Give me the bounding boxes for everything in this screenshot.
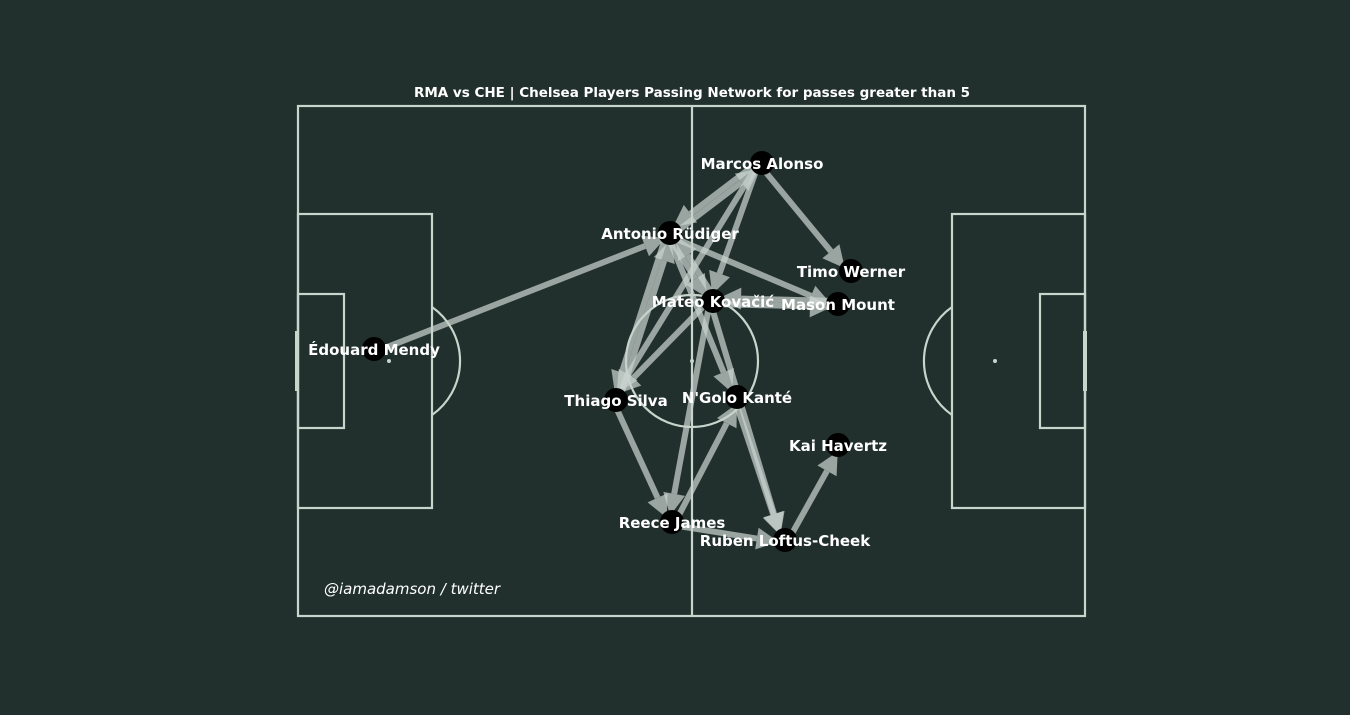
pass-arrow-alonso-to-werner <box>757 162 845 269</box>
player-label-rudiger: Antonio Rüdiger <box>601 225 739 243</box>
pass-arrow-james-to-kante <box>671 403 737 525</box>
player-node-havertz <box>826 433 850 457</box>
player-node-loftus <box>773 528 797 552</box>
player-label-werner: Timo Werner <box>797 263 906 281</box>
pass-arrow-mount-to-kovacic <box>719 287 839 310</box>
left-goal <box>295 331 299 391</box>
pass-arrow-head <box>822 244 845 269</box>
player-node-rudiger <box>658 221 682 245</box>
pass-arrow-shaft <box>664 233 727 374</box>
player-label-mendy: Édouard Mendy <box>308 340 440 359</box>
pass-arrow-head <box>672 204 698 227</box>
player-node-james <box>660 510 684 534</box>
pass-arrow-shaft <box>757 162 834 254</box>
player-node-mount <box>826 292 850 316</box>
right-penalty-arc <box>922 306 953 416</box>
player-label-alonso: Marcos Alonso <box>701 155 824 173</box>
player-node-silva <box>604 388 628 412</box>
pass-arrow-shaft <box>712 301 811 310</box>
pass-arrow-silva-to-james <box>610 399 668 518</box>
pass-arrow-shaft <box>671 299 714 495</box>
pass-arrow-alonso-to-kovacic <box>709 160 762 295</box>
pass-arrow-james-to-loftus <box>671 521 779 550</box>
pass-arrow-head <box>719 287 742 310</box>
player-node-kante <box>725 385 749 409</box>
pass-arrow-shaft <box>688 158 762 217</box>
pass-arrow-loftus-to-havertz <box>785 451 838 543</box>
pass-arrow-kovacic-to-silva <box>618 296 713 394</box>
pass-arrow-shaft <box>716 160 762 275</box>
pass-arrow-shaft <box>631 296 713 381</box>
right-six-yard-box <box>1038 292 1087 430</box>
player-node-kovacic <box>701 289 725 313</box>
player-label-kovacic: Mateo Kovačić <box>652 293 775 311</box>
player-labels: Édouard Mendy Antonio Rüdiger Marcos Alons… <box>308 155 906 550</box>
player-node-werner <box>839 259 863 283</box>
pass-arrow-mendy-to-rudiger <box>374 235 666 355</box>
pass-arrow-shaft <box>670 179 744 238</box>
pass-arrow-head <box>762 510 784 536</box>
pass-arrow-alonso-to-rudiger <box>672 158 762 227</box>
pass-arrow-head <box>663 491 685 516</box>
pass-arrow-shaft <box>610 399 661 500</box>
center-spot <box>690 359 694 363</box>
pass-arrow-head <box>755 527 779 550</box>
pass-arrow-kante-to-loftus <box>731 397 784 536</box>
player-nodes <box>362 151 863 552</box>
pass-arrows <box>374 158 845 550</box>
right-penalty-box <box>950 212 1087 510</box>
pass-arrow-shaft <box>731 397 777 516</box>
pass-arrow-head <box>618 370 642 394</box>
pass-arrow-head <box>713 368 734 393</box>
pass-arrow-head <box>709 269 730 295</box>
player-label-silva: Thiago Silva <box>564 392 667 410</box>
pitch <box>295 104 1087 618</box>
pass-arrow-head <box>647 493 668 518</box>
credit-text: @iamadamson / twitter <box>324 580 501 598</box>
right-goal <box>1083 331 1087 391</box>
pass-arrow-head <box>716 403 737 429</box>
pass-arrow-rudiger-to-kante <box>664 233 734 393</box>
player-label-kante: N'Golo Kanté <box>682 389 792 407</box>
player-label-mount: Mason Mount <box>781 296 895 314</box>
pass-arrow-shaft <box>667 232 813 299</box>
pass-arrow-kovacic-to-james <box>663 299 714 516</box>
player-label-havertz: Kai Havertz <box>789 437 887 455</box>
pass-arrow-head <box>817 451 838 477</box>
right-penalty-spot <box>993 359 997 363</box>
pass-arrow-shaft <box>671 521 758 542</box>
player-node-alonso <box>750 151 774 175</box>
chart-title: RMA vs CHE | Chelsea Players Passing Net… <box>414 85 970 101</box>
left-penalty-box <box>296 212 434 510</box>
player-node-mendy <box>362 337 386 361</box>
player-label-loftus: Ruben Loftus-Cheek <box>700 532 871 550</box>
pass-arrow-shaft <box>671 421 730 525</box>
player-label-james: Reece James <box>619 514 726 532</box>
pass-arrow-shaft <box>740 295 839 304</box>
pass-arrow-head <box>641 235 666 257</box>
pass-arrow-head <box>675 236 697 261</box>
left-penalty-spot <box>387 359 391 363</box>
left-six-yard-box <box>296 292 346 430</box>
pass-arrow-shaft <box>374 243 647 355</box>
pass-arrow-shaft <box>785 469 830 543</box>
left-penalty-arc <box>431 306 462 416</box>
